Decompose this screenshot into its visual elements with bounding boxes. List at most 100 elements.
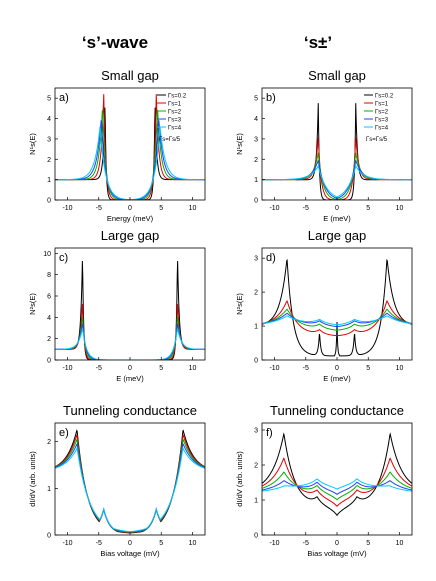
- y-tick-label: 2: [254, 463, 258, 470]
- series-line-1: [262, 300, 412, 337]
- panel-letter: c): [59, 252, 68, 264]
- x-tick-label: -5: [96, 365, 102, 372]
- y-tick-label: 5: [254, 96, 258, 103]
- x-tick-label: 5: [159, 540, 163, 547]
- x-tick-label: 0: [128, 205, 132, 212]
- series-line-2: [55, 109, 205, 200]
- y-tick-label: 0: [254, 533, 258, 540]
- series-line-1: [55, 303, 205, 360]
- y-tick-label: 0: [47, 358, 51, 365]
- series-line-3: [262, 312, 412, 328]
- legend-entry: Γs=2: [168, 109, 182, 115]
- panel-f: Tunneling conductance -10 -5 0 5 10 0 1 2 3 Bias v…: [235, 403, 413, 558]
- y-tick-label: 5: [47, 96, 51, 103]
- y-tick-label: 2: [47, 336, 51, 343]
- x-axis-label: Bias voltage (mV): [307, 549, 367, 558]
- series-line-1: [262, 457, 412, 507]
- x-tick-label: 10: [189, 365, 197, 372]
- series-line-4: [262, 164, 412, 198]
- legend-entry: Γs=1: [168, 101, 182, 107]
- y-tick-label: 0: [254, 198, 258, 205]
- series-line-4: [55, 328, 205, 360]
- legend-entry: Γs=2: [375, 109, 389, 115]
- y-axis-label: N¹s(E): [28, 133, 37, 155]
- y-tick-label: 0: [47, 533, 51, 540]
- panel-e: Tunneling conductance -10 -5 0 5 10 0 1 2 Bias vo…: [28, 403, 206, 558]
- y-tick-label: 10: [43, 251, 51, 258]
- y-tick-label: 2: [47, 439, 51, 446]
- series-line-0: [262, 103, 412, 200]
- series-group: [262, 103, 412, 200]
- x-tick-label: -10: [62, 205, 72, 212]
- legend-entry: Γs=4: [168, 125, 182, 131]
- x-tick-label: 10: [189, 205, 197, 212]
- x-tick-label: 10: [396, 365, 404, 372]
- panel-title: Small gap: [308, 68, 366, 83]
- x-axis-label: Energy (meV): [107, 214, 154, 223]
- legend-entry: Γs=3: [375, 117, 389, 123]
- y-tick-label: 8: [47, 272, 51, 279]
- series-line-2: [55, 316, 205, 360]
- series-line-4: [55, 126, 205, 200]
- series-line-3: [55, 120, 205, 200]
- x-axis-label: E (meV): [116, 374, 144, 383]
- y-tick-label: 1: [254, 324, 258, 331]
- x-axis-label: E (meV): [323, 374, 351, 383]
- series-line-0: [55, 107, 205, 200]
- panel-title: Small gap: [101, 68, 159, 83]
- series-line-2: [262, 152, 412, 200]
- y-tick-label: 4: [47, 116, 51, 123]
- x-tick-label: -10: [269, 205, 279, 212]
- legend-entry: Γs=0.2: [168, 93, 187, 99]
- legend-entry: Γs=4: [375, 125, 389, 131]
- panel-c: Large gap -10 -5 0 5 10 0 2 4 6 8 10 E (meV) N²s(E) c): [28, 228, 206, 383]
- panel-b: Small gap -10 -5 0 5 10 0 1 2 3 4 5 E (meV) N¹s(E) b) Γ…: [235, 68, 413, 223]
- legend-entry: Γs=3: [168, 117, 182, 123]
- series-line-1: [55, 94, 205, 200]
- y-tick-label: 2: [254, 157, 258, 164]
- y-tick-label: 1: [254, 498, 258, 505]
- legend-entry: Γs=1: [375, 101, 389, 107]
- series-line-3: [55, 323, 205, 360]
- y-axis-label: N²s(E): [28, 293, 37, 315]
- legend: Γs=0.2 Γs=1 Γs=2 Γs=3 Γs=4 Γs=Γs/5: [157, 93, 187, 143]
- series-group: [262, 258, 412, 357]
- panel-letter: b): [266, 92, 276, 104]
- x-tick-label: 10: [396, 205, 404, 212]
- y-tick-label: 0: [254, 358, 258, 365]
- y-tick-label: 2: [47, 157, 51, 164]
- x-tick-label: 0: [335, 205, 339, 212]
- x-tick-label: -5: [96, 205, 102, 212]
- x-tick-label: -5: [303, 540, 309, 547]
- x-tick-label: 5: [366, 540, 370, 547]
- series-line-0: [262, 258, 412, 357]
- series-line-2: [262, 308, 412, 331]
- x-tick-label: -10: [269, 540, 279, 547]
- x-tick-label: -5: [303, 365, 309, 372]
- x-tick-label: 0: [128, 365, 132, 372]
- y-axis-label: N¹s(E): [235, 133, 244, 155]
- x-tick-label: -10: [269, 365, 279, 372]
- y-tick-label: 3: [47, 136, 51, 143]
- x-tick-label: 0: [128, 540, 132, 547]
- series-group: [262, 432, 412, 517]
- legend-note: Γs=Γs/5: [159, 137, 181, 143]
- y-tick-label: 0: [47, 198, 51, 205]
- x-tick-label: 5: [159, 205, 163, 212]
- x-tick-label: 5: [366, 205, 370, 212]
- y-tick-label: 1: [254, 177, 258, 184]
- series-line-4: [262, 478, 412, 492]
- y-tick-label: 4: [254, 116, 258, 123]
- series-group: [55, 261, 205, 360]
- y-tick-label: 1: [47, 177, 51, 184]
- panel-letter: e): [59, 427, 69, 439]
- series-line-1: [262, 137, 412, 200]
- series-group: [55, 94, 205, 200]
- legend-note: Γs=Γs/5: [366, 137, 388, 143]
- y-tick-label: 3: [254, 136, 258, 143]
- y-tick-label: 1: [47, 486, 51, 493]
- series-line-4: [262, 315, 412, 326]
- x-tick-label: -5: [96, 540, 102, 547]
- panel-d: Large gap -10 -5 0 5 10 0 1 2 3 E (meV) N²s(E) d): [235, 228, 413, 383]
- series-line-3: [55, 442, 205, 533]
